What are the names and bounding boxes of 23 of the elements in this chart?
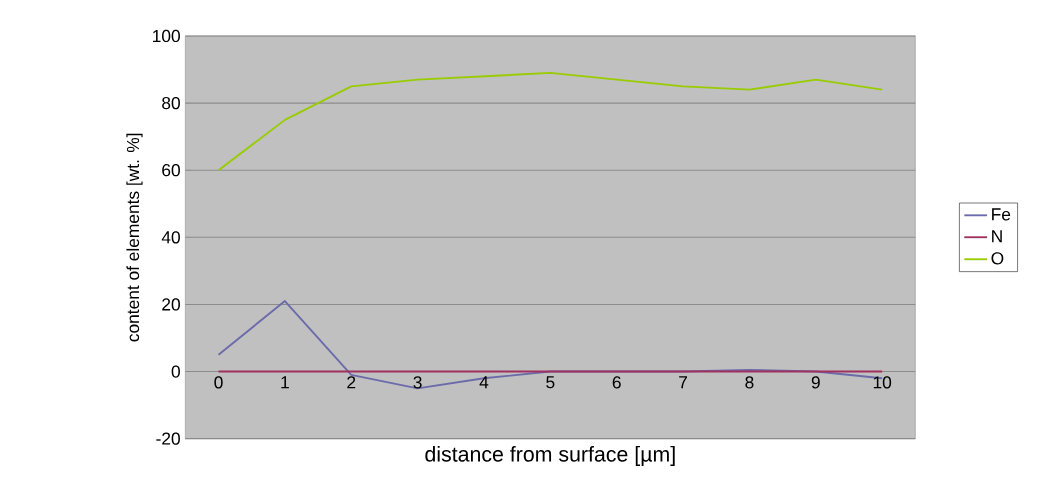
legend-label: Fe <box>992 208 1011 221</box>
x-tick-label: 9 <box>811 376 820 389</box>
y-tick-label: 40 <box>161 231 180 244</box>
x-tick-label: 1 <box>281 376 289 389</box>
y-tick-label: 20 <box>162 298 180 311</box>
y-tick-label: -20 <box>156 432 180 445</box>
y-axis-title: content of elements [wt. %] <box>126 133 143 342</box>
legend-label: N <box>992 230 1002 243</box>
legend-label: O <box>991 252 1004 265</box>
x-tick-label: 2 <box>347 376 356 389</box>
x-tick-label: 4 <box>479 376 489 389</box>
y-tick-label: 0 <box>171 365 180 378</box>
x-tick-label: 0 <box>214 376 223 389</box>
x-tick-label: 8 <box>745 376 754 389</box>
x-tick-label: 5 <box>546 376 555 389</box>
x-tick-label: 6 <box>612 376 621 389</box>
x-axis-title: distance from surface [µm] <box>425 446 675 466</box>
x-tick-label: 7 <box>679 376 688 389</box>
y-tick-label: 60 <box>162 164 180 177</box>
x-tick-label: 10 <box>873 376 892 389</box>
y-tick-label: 100 <box>153 29 180 43</box>
y-tick-label: 80 <box>162 96 180 110</box>
x-tick-label: 3 <box>413 376 422 389</box>
